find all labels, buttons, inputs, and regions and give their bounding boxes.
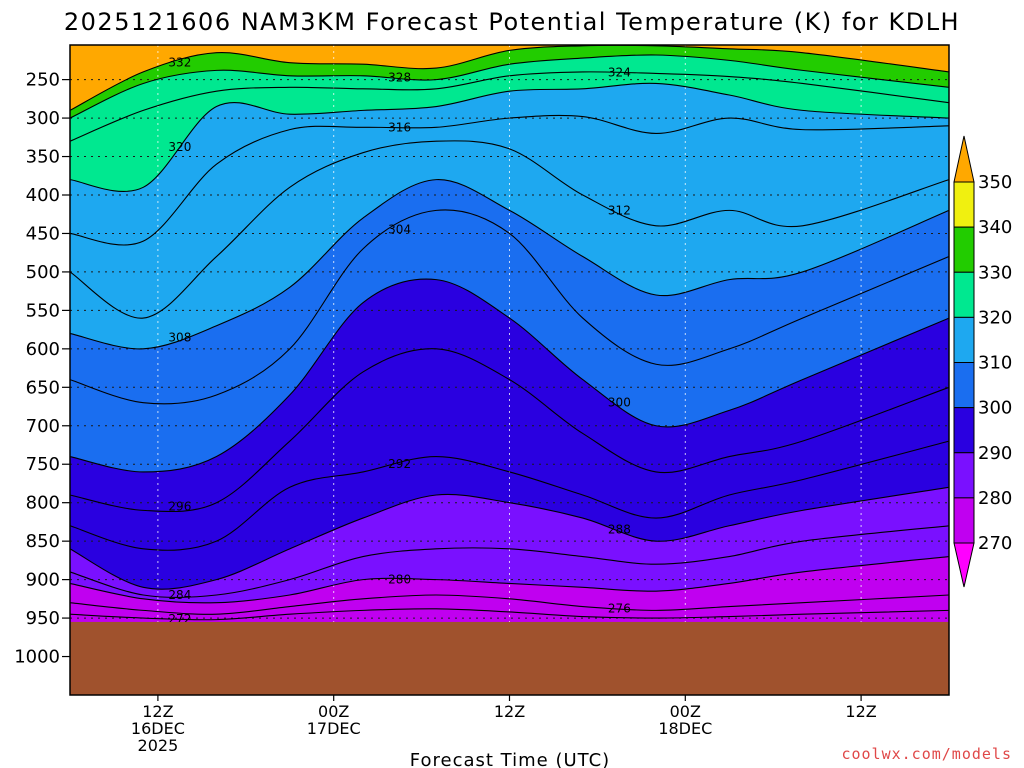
x-tick-label: 16DEC	[131, 719, 185, 738]
x-tick-label: 18DEC	[658, 719, 712, 738]
x-tick-label: 12Z	[845, 702, 876, 721]
colorbar-label: 350	[978, 172, 1012, 193]
isentrope-312	[69, 140, 950, 319]
isentrope-label-320: 320	[168, 140, 191, 154]
colorbar-label: 300	[978, 398, 1012, 419]
colorbar-band	[953, 452, 975, 499]
colorbar-band	[953, 181, 975, 228]
x-tick-label: 12Z	[142, 702, 173, 721]
isentrope-272	[69, 608, 950, 621]
isentrope-328	[69, 54, 950, 119]
colorbar-top-arrow	[953, 135, 975, 183]
isentrope-308	[69, 179, 950, 350]
x-tick-label: 17DEC	[307, 719, 361, 738]
colorbar-label: 290	[978, 443, 1012, 464]
x-tick-label: 00Z	[318, 702, 349, 721]
colorbar-label: 270	[978, 533, 1012, 554]
x-axis-label: Forecast Time (UTC)	[410, 750, 610, 768]
isentrope-label-328: 328	[388, 71, 411, 85]
chart-title: 2025121606 NAM3KM Forecast Potential Tem…	[64, 8, 960, 36]
colorbar: 350 340 330 320 310 300 290 280 270	[953, 135, 1012, 588]
y-axis: 250 300 350 400 450 500 550 600 650 700 750 800 850 9…	[14, 70, 70, 668]
y-tick-label: 750	[26, 454, 60, 475]
y-tick-label: 250	[26, 70, 60, 91]
isentrope-label-280: 280	[388, 573, 411, 587]
isentrope-label-296: 296	[168, 500, 191, 514]
isentrope-324	[69, 71, 950, 142]
isentrope-292	[69, 440, 950, 551]
colorbar-label: 320	[978, 307, 1012, 328]
y-tick-label: 550	[26, 300, 60, 321]
credit-text: coolwx.com/models	[841, 745, 1012, 763]
isentrope-320	[69, 82, 950, 192]
colorbar-band	[953, 362, 975, 409]
isentrope-284	[69, 525, 950, 598]
y-tick-label: 800	[26, 493, 60, 514]
y-tick-label: 400	[26, 185, 60, 206]
colorbar-label: 280	[978, 488, 1012, 509]
colorbar-band	[953, 226, 975, 273]
isentrope-label-284: 284	[168, 588, 191, 602]
isentrope-296	[69, 348, 950, 513]
colorbar-band	[953, 271, 975, 318]
isentrope-label-276: 276	[608, 601, 631, 615]
isentrope-304	[69, 209, 950, 405]
x-tick-label: 2025	[138, 736, 179, 755]
isentrope-288	[69, 486, 950, 590]
y-tick-label: 600	[26, 339, 60, 360]
x-tick-label: 00Z	[670, 702, 701, 721]
isentrope-label-304: 304	[388, 223, 411, 237]
y-tick-label: 650	[26, 377, 60, 398]
isentrope-316	[69, 114, 950, 246]
isentrope-label-300: 300	[608, 396, 631, 410]
y-tick-label: 450	[26, 223, 60, 244]
y-tick-label: 350	[26, 147, 60, 168]
isentrope-276	[69, 594, 950, 615]
colorbar-band	[953, 497, 975, 544]
isentrope-label-308: 308	[168, 330, 191, 344]
isentrope-280	[69, 555, 950, 604]
y-tick-label: 950	[26, 608, 60, 629]
isentrope-label-316: 316	[388, 120, 411, 134]
y-tick-label: 1000	[14, 647, 60, 668]
colorbar-label: 310	[978, 353, 1012, 374]
isentrope-label-292: 292	[388, 457, 411, 471]
y-tick-label: 900	[26, 570, 60, 591]
plot-area: 332 328 324 320 316 312 308 304 300 296 292 288 284 2…	[69, 44, 950, 696]
colorbar-bottom-arrow	[953, 542, 975, 588]
isentrope-label-288: 288	[608, 523, 631, 537]
isentrope-332	[69, 44, 950, 111]
x-tick-label: 12Z	[494, 702, 525, 721]
isentrope-label-332: 332	[168, 55, 191, 69]
colorbar-band	[953, 316, 975, 363]
isentrope-label-312: 312	[608, 203, 631, 217]
ground-fill	[70, 621, 949, 695]
y-tick-label: 700	[26, 416, 60, 437]
isentrope-label-324: 324	[608, 66, 631, 80]
colorbar-band	[953, 407, 975, 454]
y-tick-label: 300	[26, 108, 60, 129]
y-tick-label: 850	[26, 531, 60, 552]
colorbar-label: 330	[978, 262, 1012, 283]
colorbar-label: 340	[978, 217, 1012, 238]
y-tick-label: 500	[26, 262, 60, 283]
isentrope-300	[69, 278, 950, 473]
